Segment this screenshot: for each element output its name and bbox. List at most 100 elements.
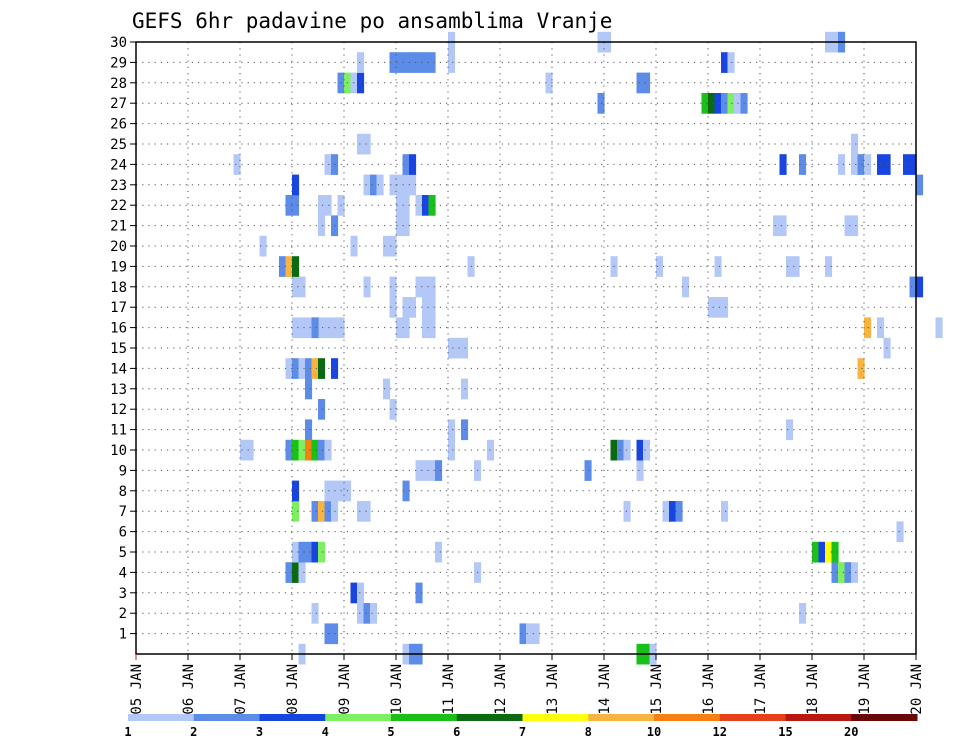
legend-label: 2 xyxy=(190,725,197,739)
heat-cell xyxy=(838,154,846,175)
heat-cell xyxy=(324,195,332,216)
heat-cell xyxy=(714,297,722,318)
y-tick-label: 29 xyxy=(110,55,127,71)
heat-cell xyxy=(415,52,423,73)
legend-label: 6 xyxy=(453,725,460,739)
heat-cell xyxy=(305,439,313,461)
x-tick-label: 05 JAN xyxy=(129,664,145,715)
heat-cell xyxy=(324,623,332,645)
heat-cell xyxy=(656,256,664,277)
heat-cell xyxy=(305,419,313,441)
heat-cell xyxy=(896,521,904,543)
heat-cell xyxy=(448,419,456,441)
heat-cell xyxy=(324,154,332,175)
legend-label: 20 xyxy=(844,725,858,739)
y-tick-label: 12 xyxy=(110,402,127,418)
heat-cell xyxy=(259,235,267,257)
heat-cell xyxy=(305,358,313,379)
heat-cell xyxy=(402,52,410,73)
heat-cell xyxy=(292,439,300,461)
heat-cell xyxy=(909,276,917,298)
y-tick-label: 28 xyxy=(110,76,127,92)
heat-cell xyxy=(311,317,319,339)
heat-cell xyxy=(428,52,436,73)
heat-cell xyxy=(298,541,306,563)
heat-cell xyxy=(318,439,326,461)
legend-swatch xyxy=(588,714,655,721)
y-tick-label: 5 xyxy=(119,545,127,561)
legend-swatch xyxy=(654,714,721,721)
heat-cell xyxy=(389,235,397,257)
heat-cell xyxy=(279,256,287,277)
heat-cell xyxy=(448,52,456,73)
x-tick-label: 19 JAN xyxy=(857,664,873,715)
heat-cell xyxy=(292,541,300,563)
heat-cell xyxy=(721,297,729,318)
x-tick-label: 13 JAN xyxy=(545,664,561,715)
legend-label: 7 xyxy=(519,725,526,739)
legend-label: 15 xyxy=(778,725,792,739)
heat-cell xyxy=(448,439,456,461)
heat-cell xyxy=(292,195,300,216)
heat-cell xyxy=(311,358,319,379)
heat-cell xyxy=(363,174,371,196)
heat-cell xyxy=(292,174,300,196)
heat-cell xyxy=(363,133,371,155)
heat-cell xyxy=(324,317,332,339)
legend-swatch xyxy=(325,714,392,721)
heat-cell xyxy=(240,439,248,461)
heat-cell xyxy=(298,276,306,298)
y-tick-label: 19 xyxy=(110,259,127,275)
y-tick-label: 4 xyxy=(119,565,127,581)
heat-cell xyxy=(721,52,729,73)
heat-cell xyxy=(324,480,332,502)
heat-cell xyxy=(422,276,430,298)
chart-title: GEFS 6hr padavine po ansamblima Vranje xyxy=(132,9,612,33)
heat-cell xyxy=(298,439,306,461)
heat-cell xyxy=(909,154,917,175)
heat-cell xyxy=(422,460,430,481)
heat-cell xyxy=(838,562,846,583)
heat-cell xyxy=(292,317,300,339)
legend-swatch xyxy=(391,714,458,721)
y-axis: 1234567891011121314151617181920212223242… xyxy=(110,35,136,643)
heat-cell xyxy=(402,154,410,175)
heat-cell xyxy=(812,541,820,563)
heat-cell xyxy=(545,72,553,94)
heat-cell xyxy=(727,93,735,114)
x-tick-label: 06 JAN xyxy=(181,664,197,715)
legend-label: 3 xyxy=(256,725,263,739)
heat-cell xyxy=(318,399,326,420)
heat-cell xyxy=(916,174,924,196)
heat-cell xyxy=(422,297,430,318)
heat-cell xyxy=(461,419,469,441)
heat-cell xyxy=(311,439,319,461)
heat-cell xyxy=(292,358,300,379)
x-tick-label: 12 JAN xyxy=(493,664,509,715)
y-tick-label: 21 xyxy=(110,219,127,235)
heat-cell xyxy=(675,501,683,522)
x-tick-label: 15 JAN xyxy=(649,664,665,715)
heat-cell xyxy=(773,215,781,237)
heat-cell xyxy=(363,501,371,522)
heat-cell xyxy=(370,603,378,624)
heat-cell xyxy=(363,603,371,624)
heat-cell xyxy=(636,72,644,94)
heat-cell xyxy=(799,154,807,175)
y-tick-label: 10 xyxy=(110,443,127,459)
heat-cell xyxy=(643,72,651,94)
heat-cell xyxy=(435,541,443,563)
heat-cell xyxy=(318,358,326,379)
heat-cell xyxy=(409,154,417,175)
heat-cell xyxy=(799,603,807,624)
heat-cell xyxy=(779,215,787,237)
x-tick-label: 11 JAN xyxy=(441,664,457,715)
heat-cell xyxy=(786,419,794,441)
heat-cell xyxy=(285,195,293,216)
heat-cell xyxy=(864,154,872,175)
heat-cell xyxy=(396,52,404,73)
legend-label: 10 xyxy=(647,725,661,739)
heat-cell xyxy=(292,501,300,522)
legend-swatch xyxy=(259,714,326,721)
